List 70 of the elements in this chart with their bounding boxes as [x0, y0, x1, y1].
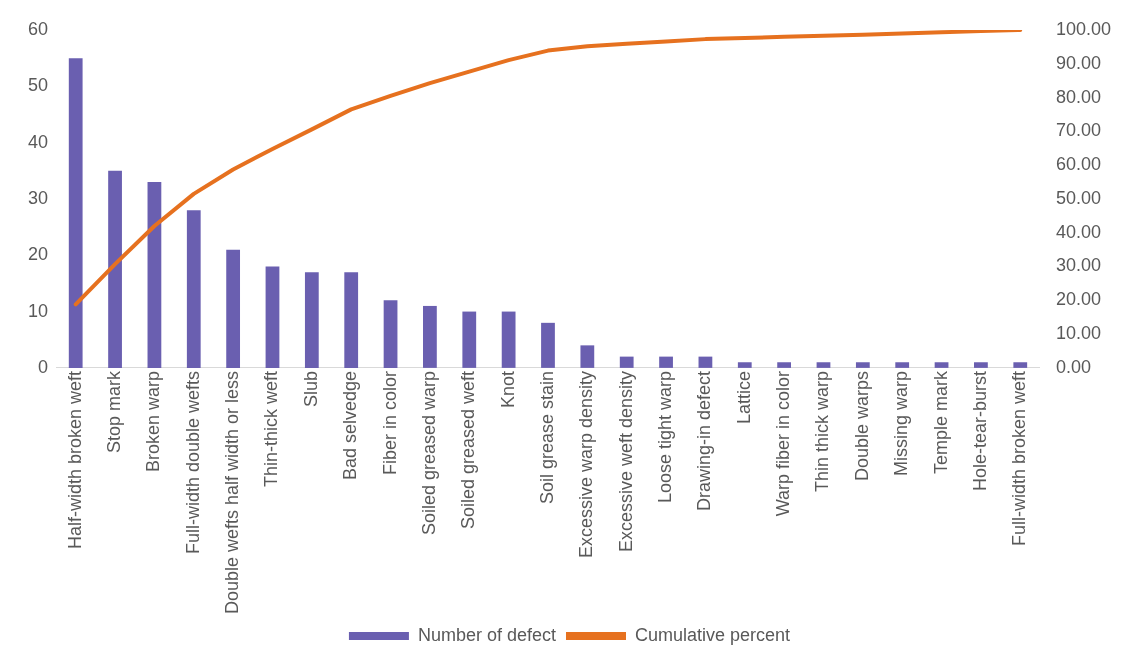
- y2-tick-label: 20.00: [1055, 289, 1101, 310]
- x-tick-label: Soil grease stain: [536, 370, 557, 504]
- x-tick-label: Soiled greased warp: [418, 370, 439, 535]
- x-tick-label: Double wefts half width or less: [222, 370, 243, 615]
- x-tick-label: Drawing-in defect: [694, 370, 715, 511]
- x-tick-label: Full-width broken weft: [1009, 370, 1030, 546]
- y2-tick-label: 10.00: [1055, 323, 1101, 344]
- bar: [147, 182, 162, 368]
- bar: [265, 266, 280, 368]
- y-tick-label: 60: [27, 18, 49, 39]
- y2-tick-label: 40.00: [1055, 221, 1101, 242]
- x-tick-label: Temple mark: [930, 369, 951, 474]
- y2-tick-label: 0.00: [1055, 356, 1091, 377]
- legend-label: Cumulative percent: [635, 624, 791, 645]
- bar: [501, 311, 516, 368]
- bar: [186, 210, 201, 368]
- bar: [423, 305, 437, 368]
- bar: [816, 362, 831, 368]
- x-tick-label: Full-width double wefts: [182, 370, 203, 554]
- bar: [855, 362, 870, 368]
- x-tick-label: Excessive weft density: [615, 370, 636, 552]
- bar: [68, 58, 83, 368]
- x-tick-label: Knot: [497, 370, 518, 408]
- bar: [619, 356, 634, 368]
- x-tick-label: Fiber in color: [379, 370, 400, 475]
- y2-tick-label: 30.00: [1055, 255, 1101, 276]
- bar: [777, 362, 792, 368]
- y-tick-label: 0: [38, 356, 49, 377]
- bar: [304, 272, 319, 368]
- x-tick-label: Thin thick warp: [812, 370, 833, 492]
- x-tick-label: Double warps: [851, 370, 872, 481]
- legend-label: Number of defect: [417, 624, 557, 645]
- y2-tick-label: 100.00: [1055, 18, 1112, 39]
- y-tick-label: 30: [27, 187, 49, 208]
- x-tick-label: Loose tight warp: [655, 370, 676, 503]
- bar: [541, 322, 555, 368]
- bar: [895, 362, 910, 368]
- y2-tick-label: 80.00: [1055, 86, 1101, 107]
- x-tick-label: Warp fiber in color: [773, 370, 794, 517]
- x-tick-label: Half-width broken weft: [64, 370, 85, 549]
- y-tick-label: 10: [27, 300, 49, 321]
- bar: [934, 362, 949, 368]
- x-tick-label: Bad selvedge: [340, 370, 361, 480]
- bar: [344, 272, 359, 368]
- x-tick-label: Lattice: [733, 370, 754, 424]
- x-tick-label: Excessive warp density: [576, 370, 597, 558]
- x-tick-label: Slub: [300, 370, 321, 407]
- bar: [698, 356, 713, 368]
- bar: [580, 345, 595, 368]
- bar: [974, 362, 988, 368]
- bar: [737, 362, 752, 368]
- y2-tick-label: 60.00: [1055, 154, 1101, 175]
- bar: [108, 170, 122, 368]
- x-tick-label: Missing warp: [891, 370, 912, 476]
- x-tick-label: Thin-thick weft: [261, 370, 282, 487]
- x-tick-label: Soiled greased weft: [458, 370, 479, 529]
- x-tick-label: Hole-tear-burst: [969, 370, 990, 491]
- y2-tick-label: 50.00: [1055, 187, 1101, 208]
- bar: [659, 356, 673, 368]
- x-tick-label: Broken warp: [143, 370, 164, 472]
- bar: [383, 300, 398, 368]
- y-tick-label: 50: [27, 75, 49, 96]
- x-tick-label: Stop mark: [104, 369, 125, 453]
- y2-tick-label: 90.00: [1055, 52, 1101, 73]
- bar: [226, 249, 241, 368]
- y2-tick-label: 70.00: [1055, 120, 1101, 141]
- bar: [1013, 362, 1028, 368]
- bar: [462, 311, 477, 368]
- y-tick-label: 40: [27, 131, 49, 152]
- y-tick-label: 20: [27, 244, 49, 265]
